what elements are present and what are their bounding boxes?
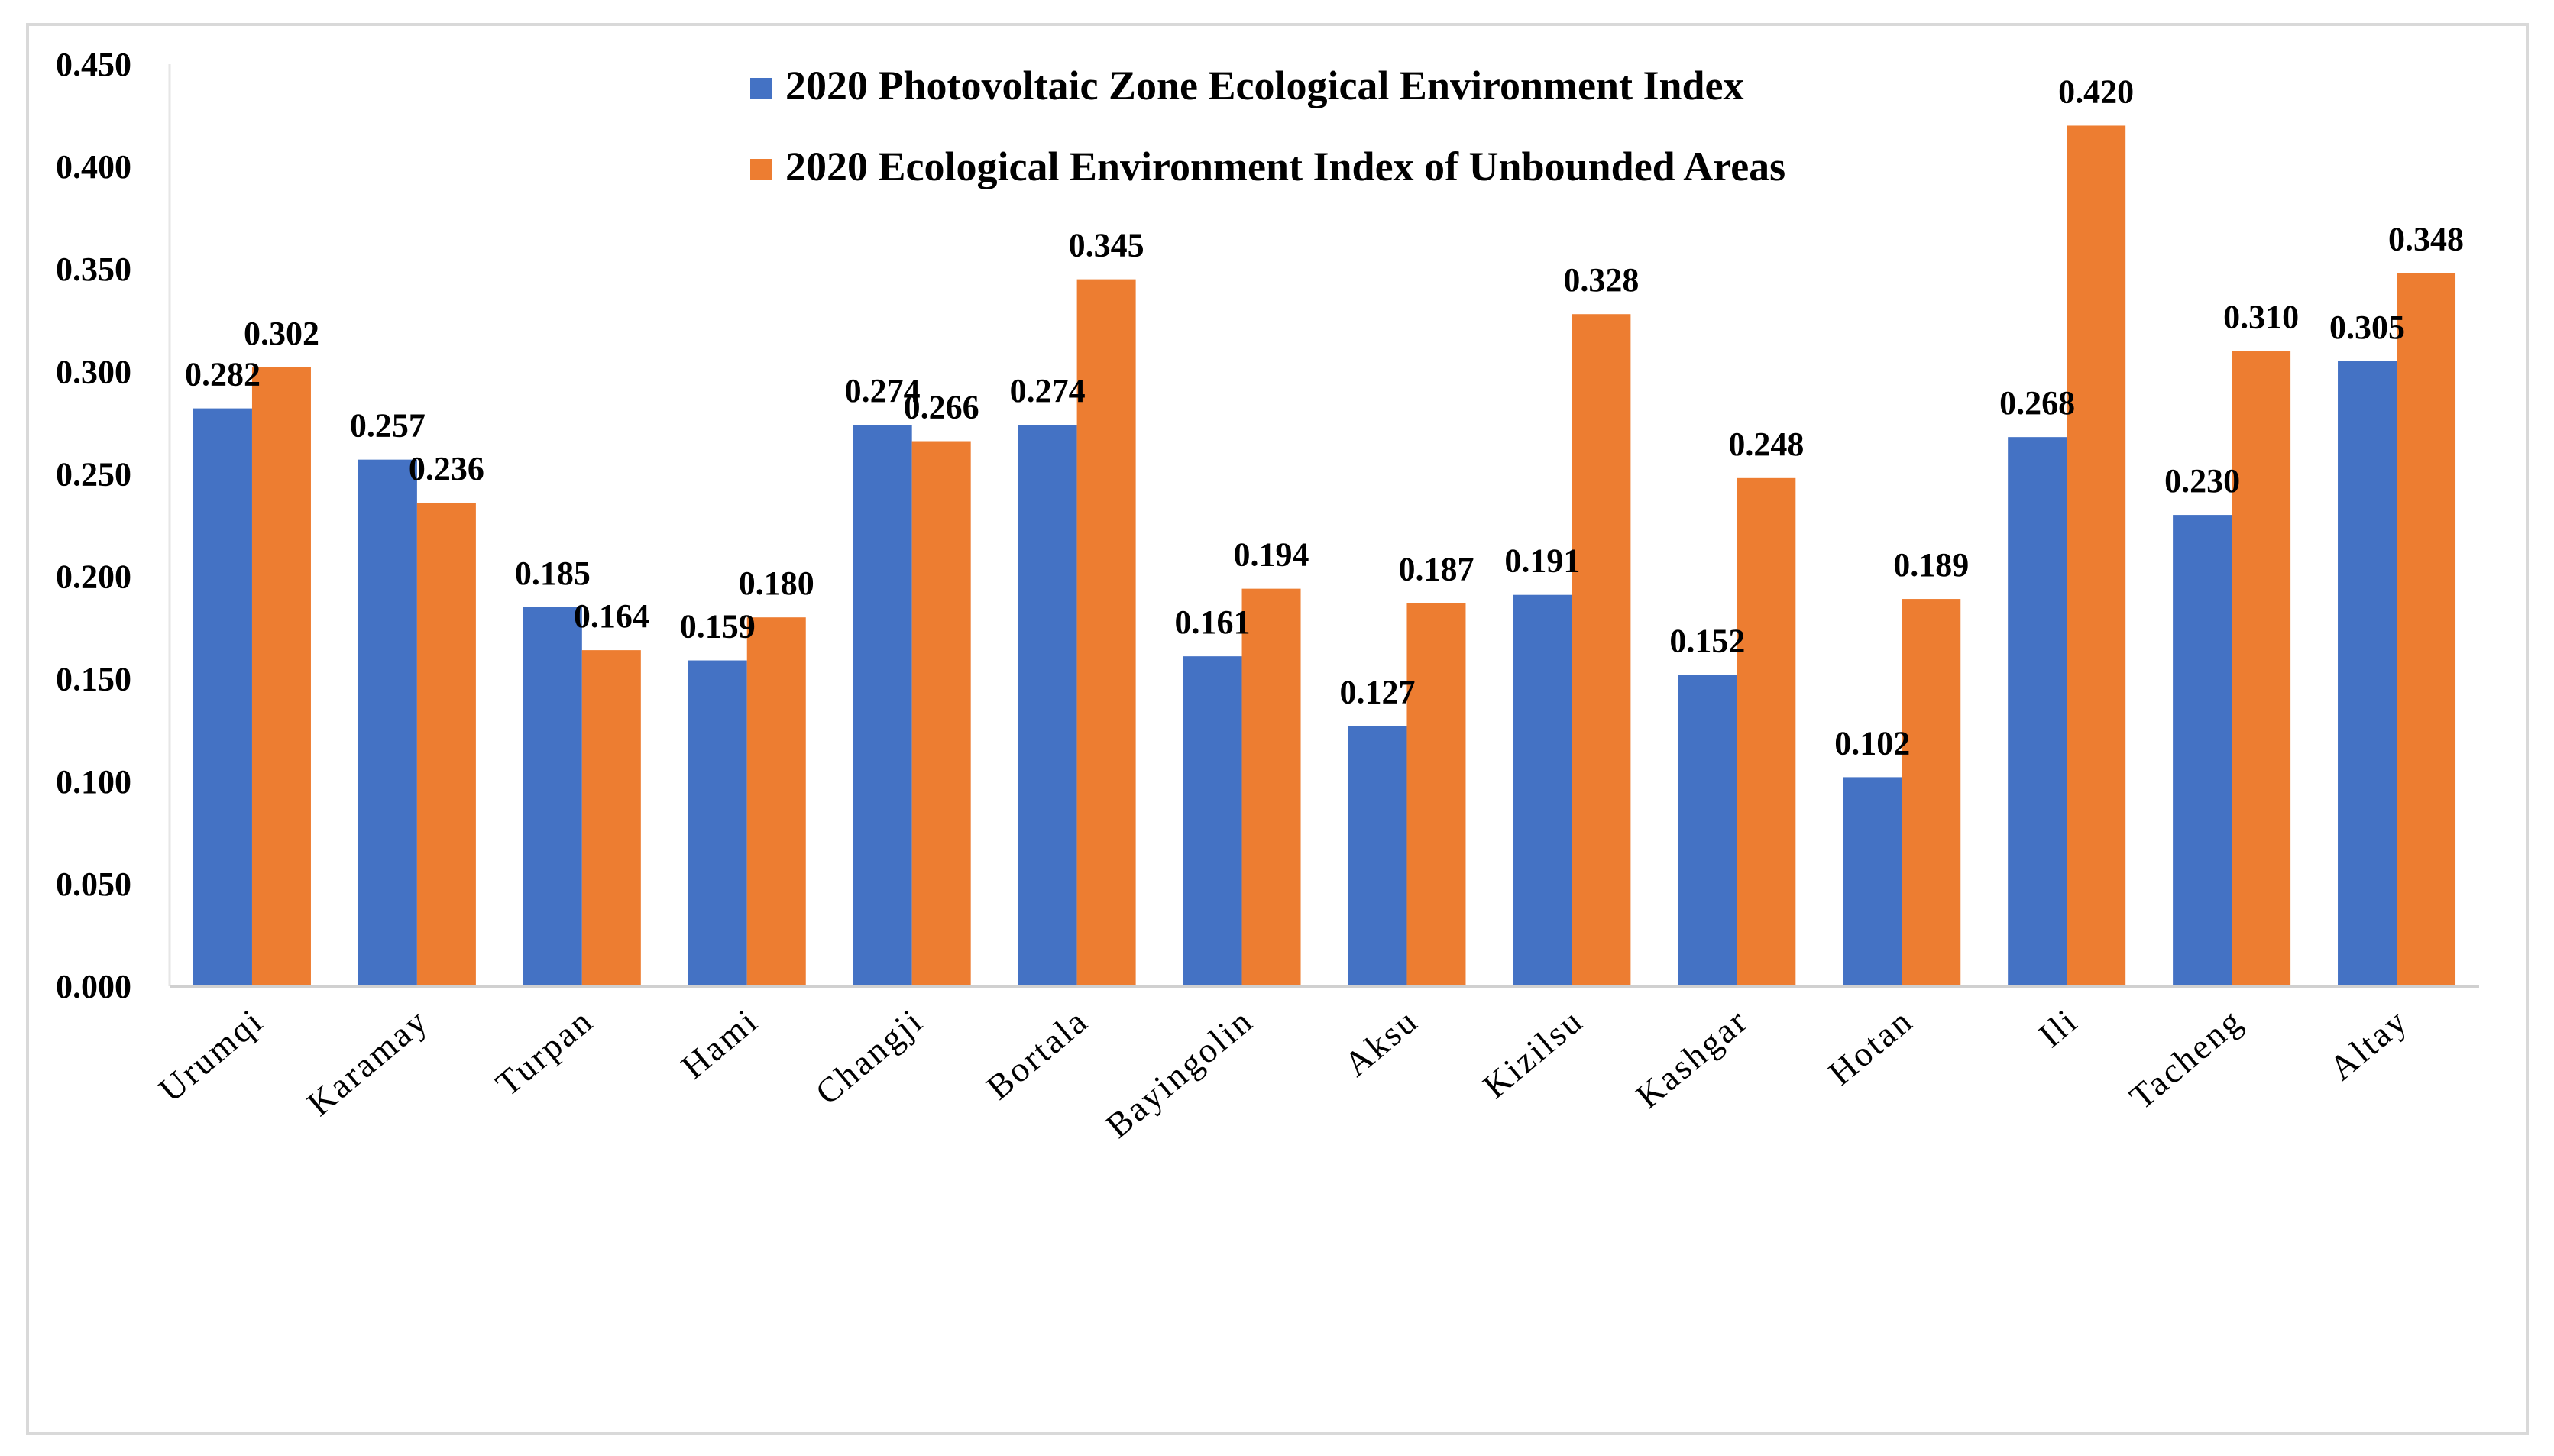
bar-photovoltaic — [1018, 425, 1077, 986]
x-category-label: Urumqi — [151, 1001, 270, 1110]
y-tick-label: 0.000 — [56, 968, 131, 1005]
bar-photovoltaic — [2173, 515, 2232, 986]
bar-unbounded — [581, 650, 641, 986]
bar-photovoltaic — [1678, 675, 1737, 986]
y-tick-label: 0.100 — [56, 763, 131, 801]
bar-unbounded — [1902, 599, 1961, 986]
bar-photovoltaic — [1843, 777, 1902, 986]
bar-unbounded — [1076, 279, 1136, 987]
x-category-label: Altay — [2322, 1001, 2416, 1088]
bar-photovoltaic — [853, 425, 912, 986]
bars — [193, 125, 2456, 987]
data-label-unbounded: 0.189 — [1893, 546, 1969, 584]
bar-photovoltaic — [523, 607, 582, 986]
data-label-unbounded: 0.266 — [904, 389, 979, 426]
data-label-unbounded: 0.187 — [1398, 550, 1474, 587]
bar-photovoltaic — [688, 660, 747, 986]
y-axis: 0.000 0.050 0.100 0.150 0.200 0.250 0.300 0.350… — [56, 46, 171, 1005]
bar-unbounded — [251, 367, 311, 987]
x-category-label: Aksu — [1337, 1001, 1426, 1084]
data-label-photovoltaic: 0.268 — [1999, 384, 2075, 422]
x-category-label: Kizilsu — [1475, 1001, 1591, 1106]
data-label-photovoltaic: 0.257 — [350, 407, 426, 445]
bar-unbounded — [746, 617, 806, 986]
x-category-label: Karamay — [299, 1001, 435, 1124]
bar-unbounded — [2067, 125, 2126, 986]
bar-photovoltaic — [358, 459, 417, 986]
x-axis: Urumqi Karamay Turpan Hami Changji Bortala Bay… — [151, 985, 2479, 1146]
bar-unbounded — [1241, 588, 1301, 986]
x-category-label: Turpan — [488, 1001, 600, 1104]
data-label-photovoltaic: 0.191 — [1504, 542, 1580, 580]
bar-unbounded — [911, 441, 971, 986]
data-label-unbounded: 0.328 — [1563, 261, 1639, 299]
data-label-photovoltaic: 0.185 — [515, 555, 591, 592]
data-label-unbounded: 0.164 — [574, 597, 649, 635]
data-label-unbounded: 0.236 — [409, 450, 484, 487]
bar-photovoltaic — [1183, 656, 1242, 986]
data-label-photovoltaic: 0.230 — [2164, 462, 2240, 500]
data-label-unbounded: 0.248 — [1728, 425, 1804, 463]
data-label-unbounded: 0.310 — [2223, 299, 2299, 336]
bar-unbounded — [1737, 477, 1796, 986]
x-category-label: Bortala — [979, 1001, 1096, 1108]
bar-photovoltaic — [2338, 361, 2397, 986]
legend-swatch-unbounded — [750, 159, 772, 180]
bar-photovoltaic — [1513, 594, 1572, 986]
y-tick-label: 0.300 — [56, 353, 131, 390]
bar-unbounded — [1406, 603, 1466, 986]
y-tick-label: 0.250 — [56, 455, 131, 493]
legend-label-photovoltaic: 2020 Photovoltaic Zone Ecological Enviro… — [785, 63, 1744, 108]
data-label-unbounded: 0.302 — [244, 315, 319, 352]
y-tick-label: 0.150 — [56, 661, 131, 698]
data-labels: 0.282 0.302 0.257 0.236 0.185 0.164 0.159 0.180… — [185, 73, 2464, 762]
bar-unbounded — [416, 502, 476, 986]
x-category-label: Ili — [2031, 1001, 2086, 1055]
bar-unbounded — [2397, 273, 2456, 986]
data-label-photovoltaic: 0.127 — [1339, 673, 1415, 710]
data-label-unbounded: 0.345 — [1069, 227, 1144, 264]
y-tick-label: 0.400 — [56, 148, 131, 186]
data-label-photovoltaic: 0.274 — [1010, 372, 1086, 409]
data-label-photovoltaic: 0.159 — [680, 608, 756, 645]
y-tick-label: 0.450 — [56, 46, 131, 83]
data-label-unbounded: 0.348 — [2388, 221, 2464, 258]
data-label-unbounded: 0.180 — [739, 565, 814, 602]
data-label-photovoltaic: 0.152 — [1669, 622, 1745, 659]
x-category-label: Bayingolin — [1099, 1001, 1261, 1146]
legend: 2020 Photovoltaic Zone Ecological Enviro… — [750, 63, 1785, 189]
bar-photovoltaic — [193, 408, 252, 986]
x-category-label: Tacheng — [2122, 1001, 2251, 1117]
bar-unbounded — [1572, 314, 1631, 987]
y-tick-label: 0.200 — [56, 558, 131, 596]
x-category-label: Changji — [808, 1001, 931, 1112]
data-label-photovoltaic: 0.161 — [1175, 603, 1251, 641]
data-label-photovoltaic: 0.102 — [1834, 724, 1910, 762]
data-label-unbounded: 0.420 — [2058, 73, 2134, 110]
data-label-unbounded: 0.194 — [1234, 536, 1309, 574]
bar-photovoltaic — [1348, 726, 1407, 986]
data-label-photovoltaic: 0.274 — [845, 372, 921, 409]
y-tick-label: 0.050 — [56, 866, 131, 903]
data-label-photovoltaic: 0.282 — [185, 356, 261, 393]
x-category-label: Kashgar — [1628, 1001, 1755, 1116]
y-tick-label: 0.350 — [56, 251, 131, 288]
legend-swatch-photovoltaic — [750, 78, 772, 99]
bar-unbounded — [2232, 351, 2291, 986]
data-label-photovoltaic: 0.305 — [2329, 309, 2405, 346]
x-category-label: Hotan — [1821, 1001, 1920, 1093]
x-category-label: Hami — [674, 1001, 766, 1086]
bar-photovoltaic — [2008, 437, 2067, 986]
legend-label-unbounded: 2020 Ecological Environment Index of Unb… — [785, 144, 1785, 189]
